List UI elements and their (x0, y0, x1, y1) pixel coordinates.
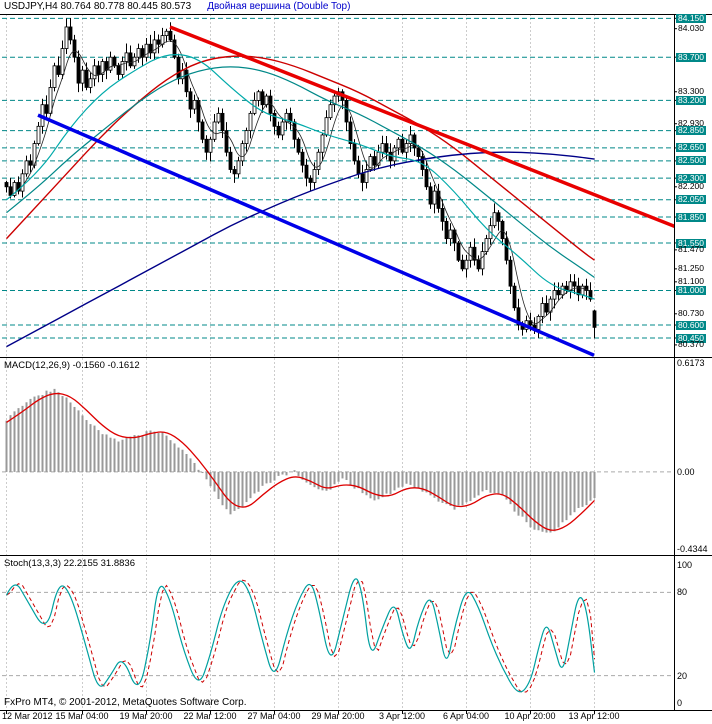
time-label: 22 Mar 12:00 (183, 711, 237, 721)
trendlines-layer (37, 25, 674, 357)
grid-layer (6, 14, 595, 710)
time-label: 6 Apr 04:00 (442, 711, 490, 721)
stochastic-layer (2, 578, 674, 694)
price-scale[interactable]: 84.150 84.030 83.700 83.300 83.200 82.930 82.8… (674, 0, 712, 710)
price-level-badge: 84.150 (676, 12, 706, 23)
price-tick-label: 81.100 (678, 276, 704, 287)
macd-signal-line (6, 392, 595, 531)
macd-layer (2, 388, 674, 533)
price-level-badge: 80.600 (676, 319, 706, 330)
price-level-badge: 82.500 (676, 155, 706, 166)
moving-averages-layer (5, 54, 595, 348)
ma-slow-red (5, 55, 595, 261)
time-label: 29 Mar 20:00 (311, 711, 365, 721)
price-tick-label: 81.250 (678, 263, 704, 274)
time-label: 15 Mar 04:00 (55, 711, 109, 721)
price-level-badge: 80.450 (676, 332, 706, 343)
time-axis[interactable]: 12 Mar 2012 15 Mar 04:00 19 Mar 20:00 22 Ma… (0, 710, 712, 724)
price-tick-label: 80.730 (678, 308, 704, 319)
stoch-scale-label: 80 (677, 587, 688, 598)
chart-header: USDJPY,H4 80.764 80.778 80.445 80.573 Дво… (4, 1, 350, 12)
macd-scale-label: -0.4344 (677, 543, 708, 554)
descending-trendline-secondary (37, 113, 595, 357)
macd-scale-label: 0.6173 (677, 357, 705, 368)
panel-borders (0, 14, 712, 714)
macd-indicator-label: MACD(12,26,9) -0.1560 -0.1612 (4, 360, 140, 371)
price-tick-label: 84.030 (678, 23, 704, 34)
price-level-badge: 83.200 (676, 94, 706, 105)
price-tick-label: 80.370 (678, 339, 704, 350)
stoch-scale-label: 20 (677, 670, 688, 681)
time-label: 12 Mar 2012 (2, 711, 53, 721)
price-level-badge: 82.300 (676, 172, 706, 183)
pattern-annotation-label: Двойная вершина (Double Top) (207, 1, 351, 12)
time-label: 19 Mar 20:00 (119, 711, 173, 721)
time-label: 13 Apr 12:00 (568, 711, 620, 721)
ma-medium-teal (6, 66, 595, 278)
price-level-badge: 81.850 (676, 211, 706, 222)
time-label: 27 Mar 04:00 (247, 711, 301, 721)
price-level-badge: 83.700 (676, 51, 706, 62)
time-label: 3 Apr 12:00 (378, 711, 426, 721)
brand-copyright-label: FxPro MT4, © 2001-2012, MetaQuotes Softw… (4, 697, 247, 708)
price-tick-label: 82.200 (678, 181, 704, 192)
price-level-badge: 82.850 (676, 125, 706, 136)
price-level-badge: 82.650 (676, 142, 706, 153)
price-level-badge: 82.050 (676, 194, 706, 205)
price-tick-label: 81.470 (678, 244, 704, 255)
time-label: 10 Apr 20:00 (504, 711, 556, 721)
price-level-badge: 81.550 (676, 237, 706, 248)
ma-slowest-blue (6, 151, 595, 348)
ma-fastest-black (22, 40, 591, 325)
stoch-scale-label: 0 (677, 698, 683, 709)
stoch-k-line (5, 578, 596, 693)
ma-fast-teal (6, 54, 595, 300)
stoch-scale-label: 100 (677, 559, 693, 570)
price-tick-label: 83.300 (678, 86, 704, 97)
stoch-indicator-label: Stoch(13,3,3) 22.2155 31.8836 (4, 558, 135, 569)
price-tick-label: 82.930 (678, 118, 704, 129)
price-level-badge: 81.000 (676, 285, 706, 295)
macd-scale-label: 0.00 (677, 466, 695, 477)
descending-trendline-major (169, 25, 674, 229)
stoch-d-line (6, 579, 595, 694)
support-resistance-levels (2, 17, 674, 339)
symbol-ohlc-label: USDJPY,H4 80.764 80.778 80.445 80.573 (4, 1, 192, 12)
